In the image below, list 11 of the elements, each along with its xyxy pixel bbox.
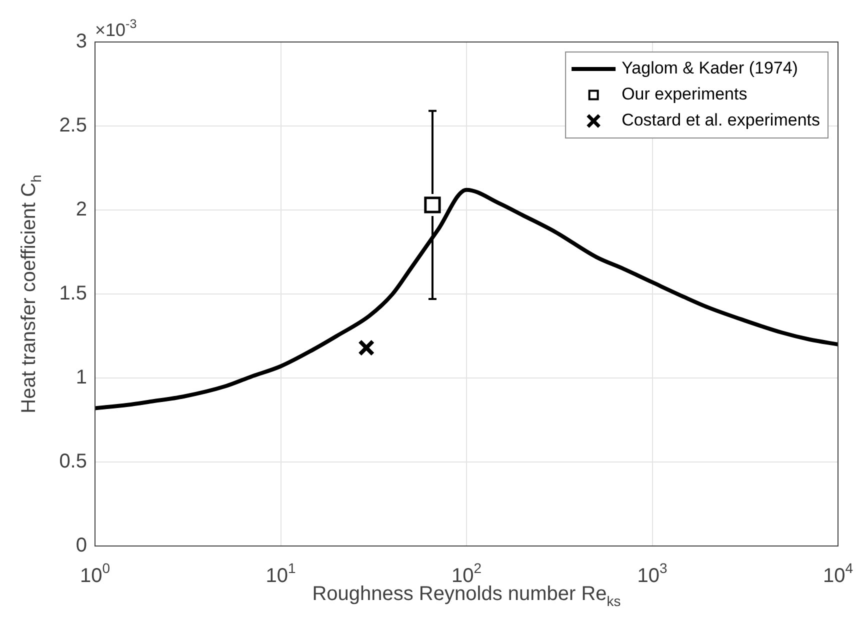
y-tick-label: 2 bbox=[76, 198, 87, 221]
legend-label: Yaglom & Kader (1974) bbox=[622, 58, 798, 78]
y-tick-label: 1 bbox=[76, 366, 87, 389]
legend-label: Our experiments bbox=[622, 84, 748, 104]
legend-label: Costard et al. experiments bbox=[622, 110, 820, 130]
y-tick-label: 0.5 bbox=[59, 450, 87, 473]
y-tick-label: 0 bbox=[76, 534, 87, 557]
y-axis-title: Heat transfer coefficient Ch bbox=[18, 174, 44, 414]
y-tick-label: 1.5 bbox=[59, 282, 87, 305]
y-tick-label: 3 bbox=[76, 30, 87, 53]
y-tick-label: 2.5 bbox=[59, 114, 87, 137]
